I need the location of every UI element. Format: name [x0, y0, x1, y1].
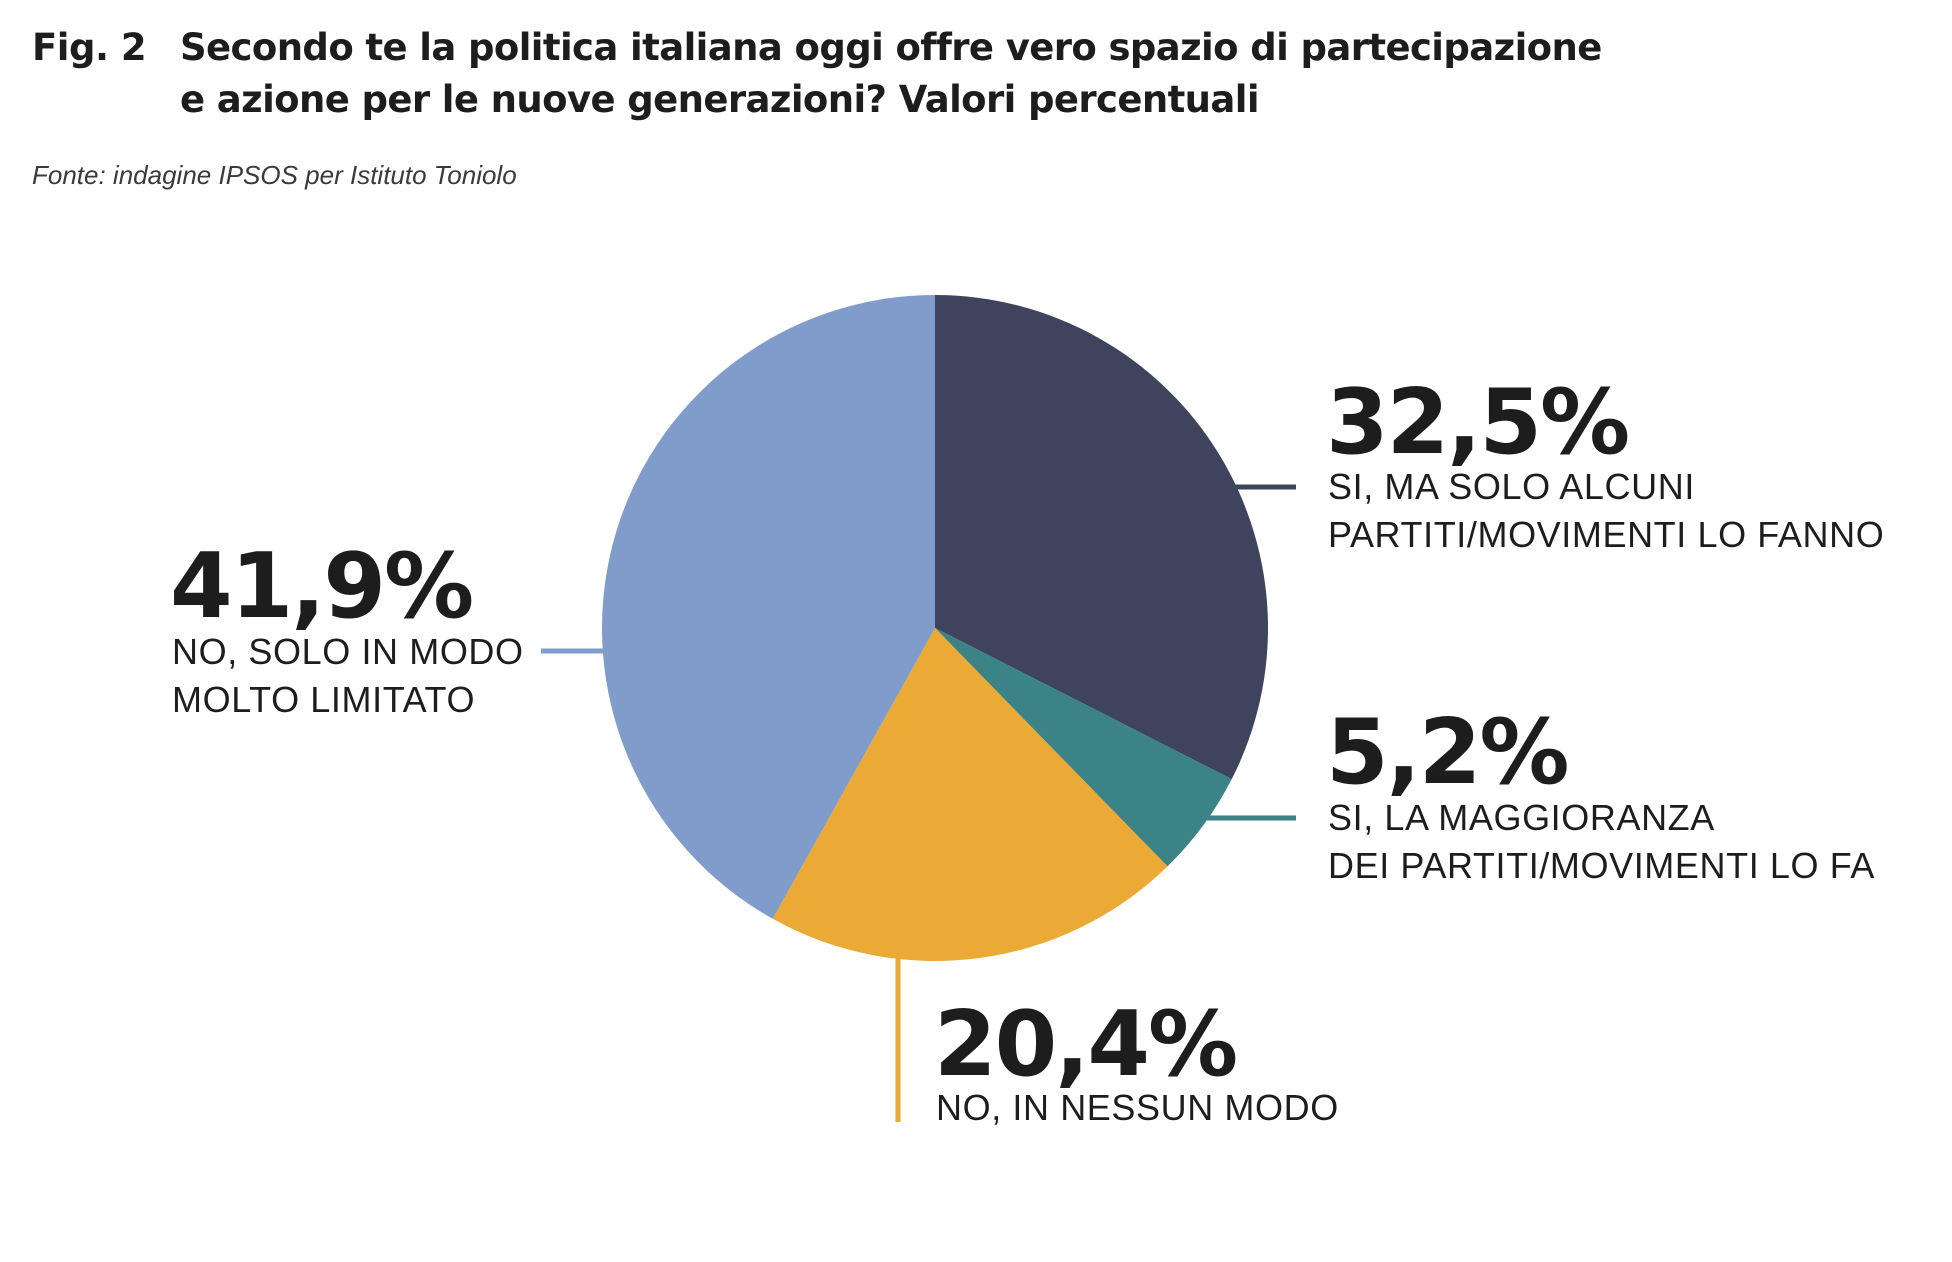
slice-value-label-2: 20,4%	[934, 992, 1238, 1097]
slice-category-line: SI, MA SOLO ALCUNI	[1328, 466, 1695, 507]
leader-lines	[541, 484, 1296, 1122]
figure-title: Secondo te la politica italiana oggi off…	[180, 22, 1630, 126]
pie-slice-3	[601, 295, 935, 919]
slice-value-label-0: 32,5%	[1326, 370, 1630, 475]
slice-category-label-3: NO, SOLO IN MODO MOLTO LIMITATO	[172, 628, 524, 724]
slice-category-label-1: SI, LA MAGGIORANZA DEI PARTITI/MOVIMENTI…	[1328, 794, 1875, 890]
slice-category-line: NO, SOLO IN MODO	[172, 631, 524, 672]
pie-slice-2	[772, 628, 1168, 962]
slice-category-line: SI, LA MAGGIORANZA	[1328, 797, 1715, 838]
slice-category-line: DEI PARTITI/MOVIMENTI LO FA	[1328, 845, 1875, 886]
figure-source: Fonte: indagine IPSOS per Istituto Tonio…	[32, 160, 517, 190]
slice-category-line: MOLTO LIMITATO	[172, 679, 476, 720]
figure-title-line-2: e azione per le nuove generazioni? Valor…	[180, 78, 1260, 121]
figure-title-line-1: Secondo te la politica italiana oggi off…	[180, 26, 1602, 69]
pie-slice-0	[935, 295, 1269, 780]
slice-category-line: PARTITI/MOVIMENTI LO FANNO	[1328, 514, 1885, 555]
slice-value-label-1: 5,2%	[1326, 700, 1570, 805]
slice-category-label-2: NO, IN NESSUN MODO	[936, 1084, 1339, 1132]
pie-slice-1	[935, 628, 1232, 867]
slice-category-line: NO, IN NESSUN MODO	[936, 1087, 1339, 1128]
pie-slices	[601, 295, 1269, 962]
figure-number: Fig. 2	[32, 26, 147, 69]
slice-value-label-3: 41,9%	[170, 534, 474, 639]
slice-category-label-0: SI, MA SOLO ALCUNI PARTITI/MOVIMENTI LO …	[1328, 463, 1884, 559]
